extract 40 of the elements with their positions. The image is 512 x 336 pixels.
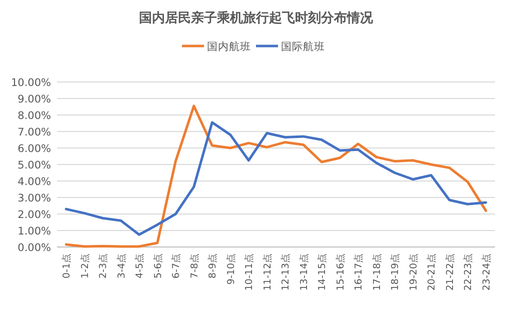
x-tick-label: 1-2点 <box>78 253 91 279</box>
y-tick-label: 5.00% <box>18 160 52 172</box>
x-tick-label: 8-9点 <box>206 253 219 279</box>
x-tick-label: 5-6点 <box>152 253 164 279</box>
x-tick-label: 18-19点 <box>389 253 402 291</box>
line-series <box>64 121 488 236</box>
x-tick-label: 16-17点 <box>352 253 365 291</box>
y-tick-label: 3.00% <box>18 192 52 204</box>
chart-title: 国内居民亲子乘机旅行起飞时刻分布情况 <box>139 10 374 26</box>
x-tick-label: 20-21点 <box>426 253 438 291</box>
x-tick-label: 15-16点 <box>334 253 346 291</box>
y-tick-label: 10.00% <box>10 77 52 89</box>
y-tick-label: 7.00% <box>18 126 52 138</box>
x-tick-label: 23-24点 <box>480 253 492 291</box>
y-tick-label: 8.00% <box>18 110 52 122</box>
line-series <box>64 104 488 248</box>
x-tick-label: 12-13点 <box>280 253 292 291</box>
x-tick-label: 17-18点 <box>370 253 383 291</box>
x-tick-label: 4-5点 <box>134 253 146 279</box>
y-tick-label: 0.00% <box>18 242 52 254</box>
legend-label: 国内航班 <box>207 40 251 53</box>
x-tick-label: 0-1点 <box>60 253 73 279</box>
y-tick-label: 9.00% <box>18 94 52 106</box>
x-tick-label: 6-7点 <box>170 253 182 279</box>
y-tick-label: 1.00% <box>18 226 52 238</box>
y-tick-label: 4.00% <box>18 176 52 188</box>
x-tick-label: 9-10点 <box>224 253 237 285</box>
x-tick-label: 14-15点 <box>316 253 328 291</box>
x-tick-label: 13-14点 <box>298 253 310 291</box>
legend-label: 国际航班 <box>281 40 325 53</box>
x-tick-label: 10-11点 <box>243 253 256 291</box>
x-tick-label: 21-22点 <box>444 253 456 291</box>
x-tick-label: 19-20点 <box>407 253 420 291</box>
x-tick-label: 2-3点 <box>97 253 110 279</box>
x-tick-label: 11-12点 <box>261 253 274 291</box>
x-tick-label: 3-4点 <box>115 253 128 279</box>
y-tick-label: 6.00% <box>18 143 52 155</box>
x-tick-label: 7-8点 <box>188 253 200 279</box>
y-tick-label: 2.00% <box>18 209 52 221</box>
x-tick-label: 22-23点 <box>462 253 474 291</box>
